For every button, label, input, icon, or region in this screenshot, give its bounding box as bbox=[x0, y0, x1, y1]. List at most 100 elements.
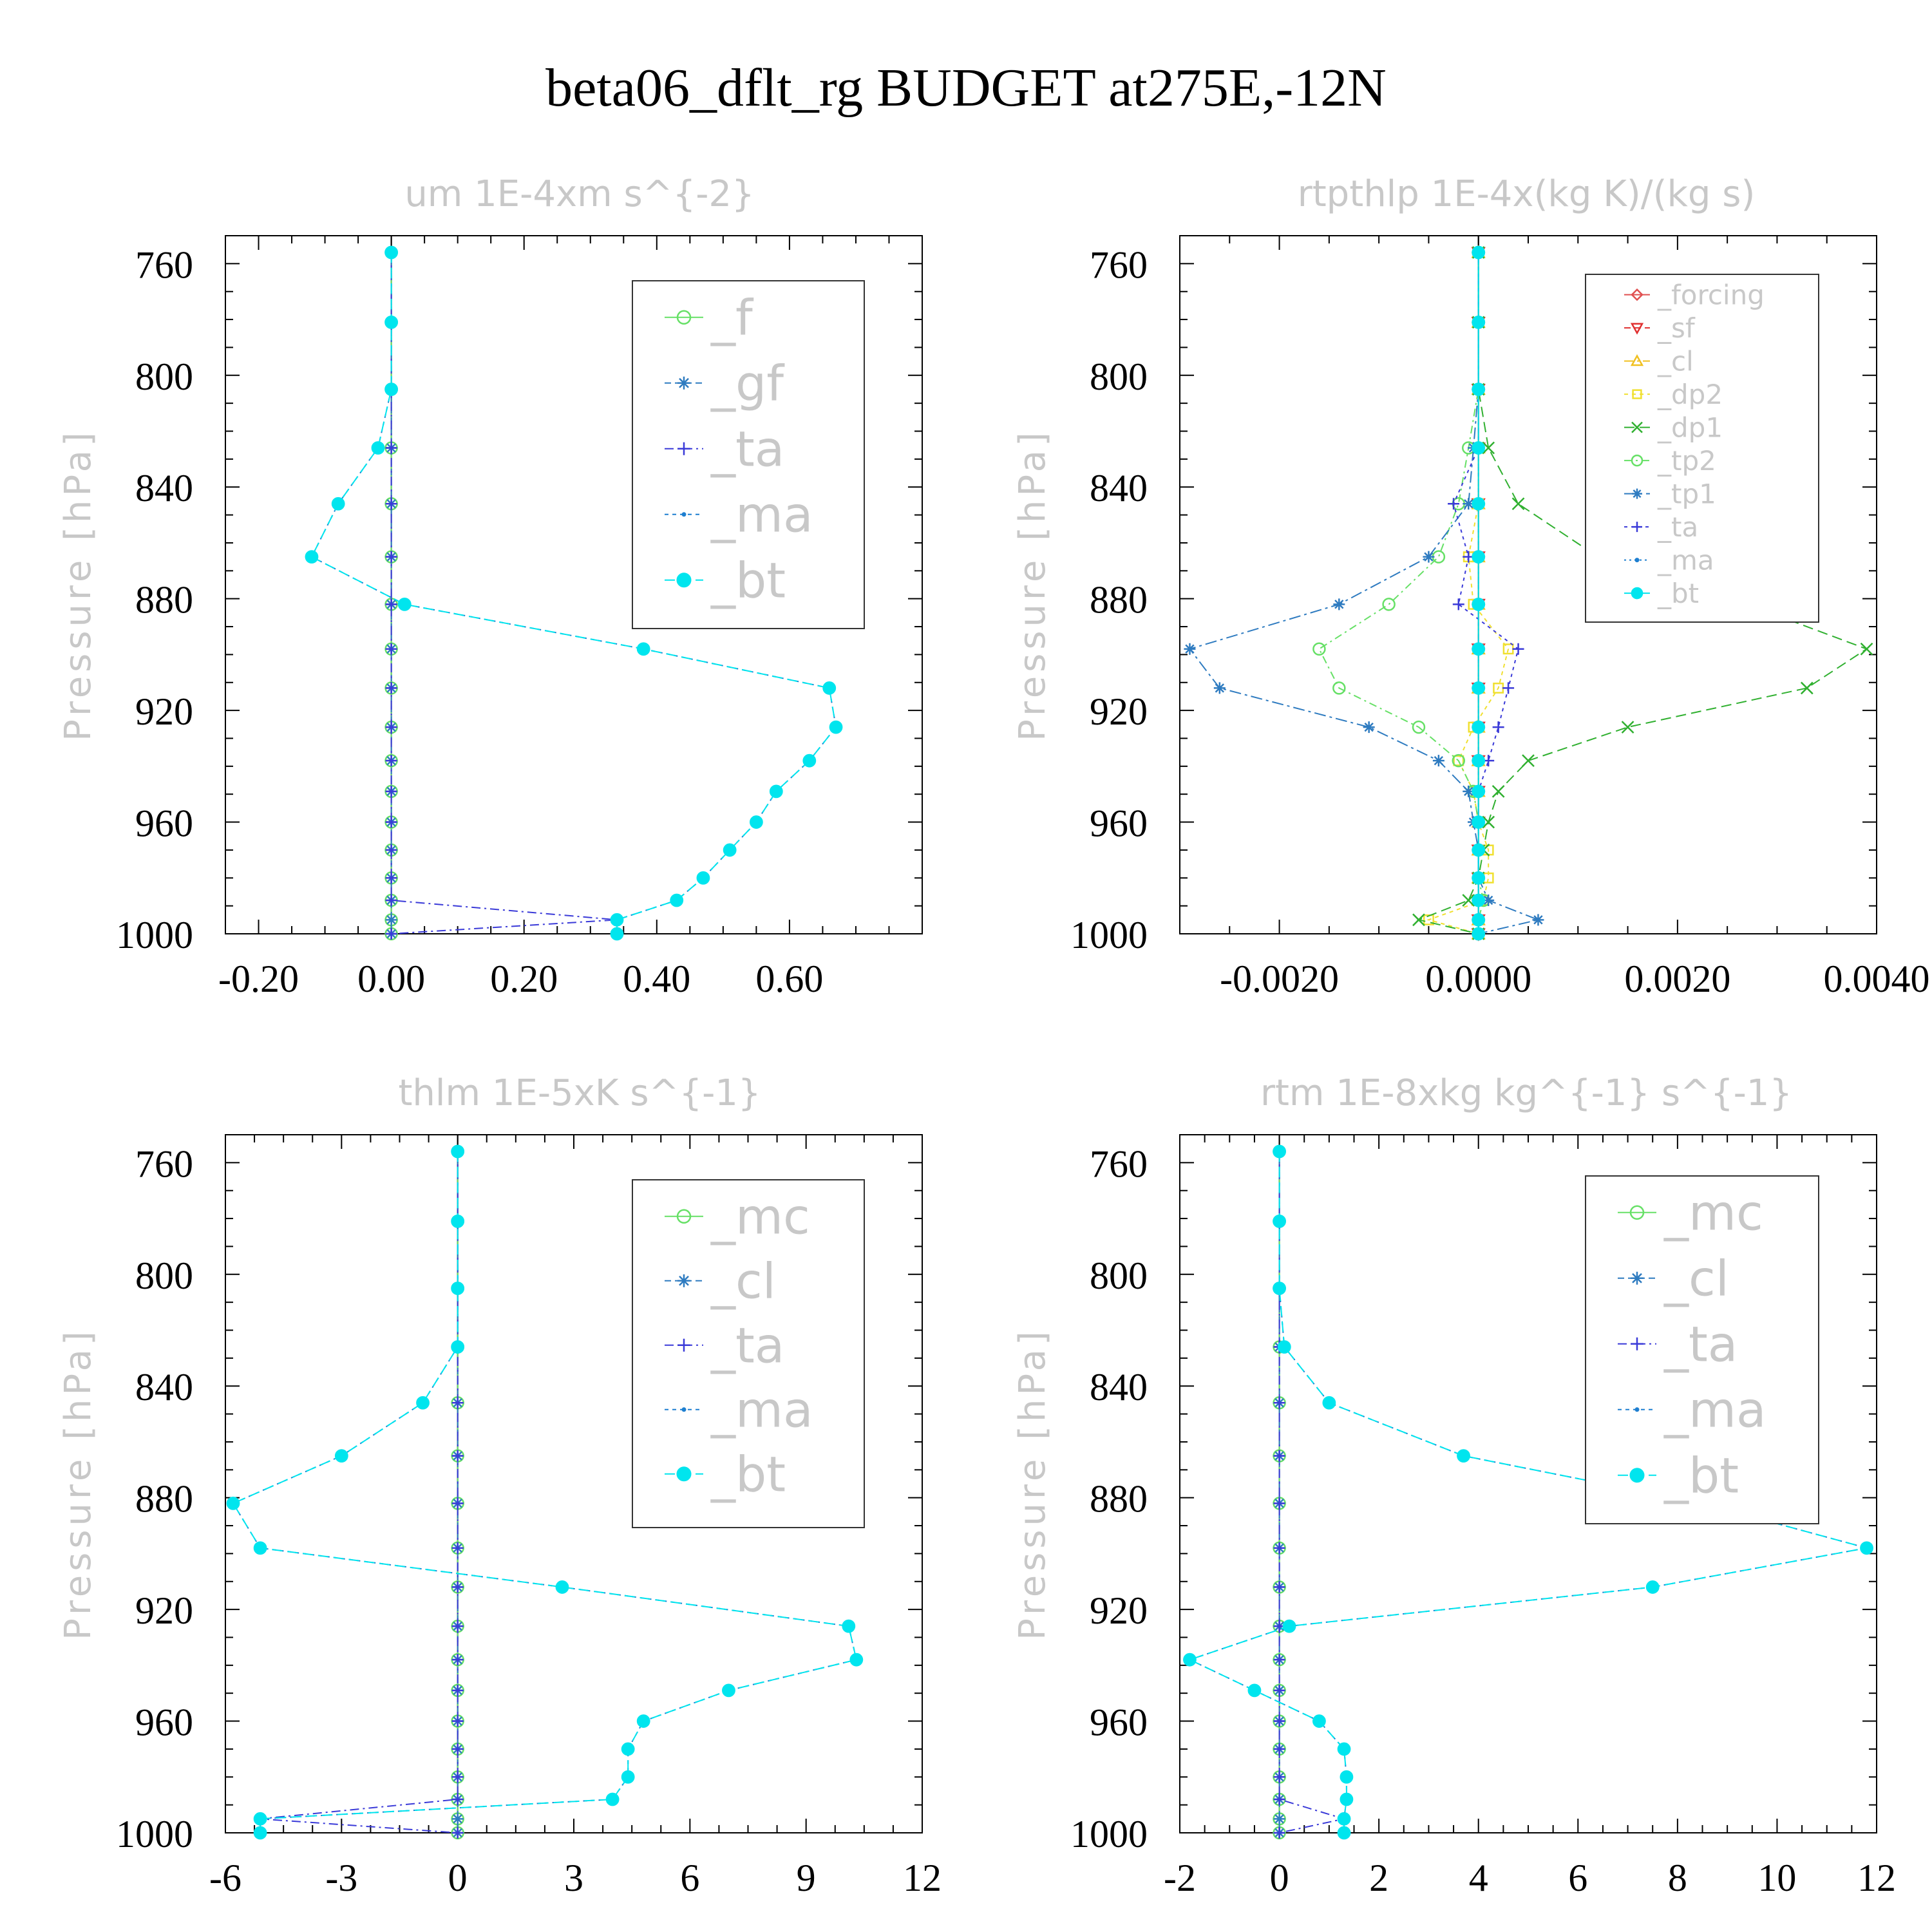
data-point bbox=[605, 1792, 620, 1806]
data-point bbox=[384, 316, 399, 329]
data-point bbox=[1448, 498, 1460, 510]
data-point bbox=[1337, 1742, 1351, 1756]
x-tick-label: 12 bbox=[903, 1857, 942, 1899]
y-tick-label: 840 bbox=[1090, 467, 1148, 509]
data-point bbox=[385, 914, 397, 926]
data-point bbox=[1462, 894, 1475, 907]
legend-swatch-marker bbox=[1631, 454, 1643, 467]
data-point bbox=[331, 497, 345, 511]
data-point bbox=[1472, 815, 1486, 829]
data-point bbox=[1532, 914, 1544, 926]
data-point bbox=[1432, 550, 1446, 564]
data-point bbox=[1273, 1793, 1285, 1805]
data-point bbox=[1273, 1715, 1285, 1727]
legend-entry: _ta bbox=[710, 420, 784, 477]
x-tick-label: 4 bbox=[1469, 1857, 1488, 1899]
x-tick-label: -3 bbox=[325, 1857, 357, 1899]
plot-frame bbox=[225, 235, 923, 934]
legend-entry: _f bbox=[710, 289, 754, 346]
legend-entry: _sf bbox=[1657, 312, 1696, 344]
data-point bbox=[1277, 1340, 1291, 1354]
data-point bbox=[1282, 1619, 1296, 1633]
series-ta bbox=[254, 1146, 464, 1839]
legend-swatch-marker bbox=[1630, 323, 1644, 335]
x-tick-label: 0 bbox=[1270, 1857, 1289, 1899]
data-point bbox=[385, 928, 397, 940]
data-point bbox=[1247, 1683, 1262, 1698]
x-tick-label: 0.0000 bbox=[1425, 958, 1531, 1000]
data-point bbox=[253, 1812, 267, 1826]
data-point bbox=[1312, 1714, 1326, 1728]
data-point bbox=[696, 871, 710, 885]
data-point bbox=[385, 872, 397, 884]
series-bt bbox=[1472, 245, 1486, 941]
data-point bbox=[1273, 1827, 1285, 1839]
legend-entry: _ma bbox=[1663, 1381, 1766, 1438]
data-point bbox=[1340, 1792, 1354, 1806]
data-point bbox=[1645, 1580, 1660, 1594]
legend-entry: _bt bbox=[1663, 1446, 1739, 1504]
series-bt bbox=[1183, 1144, 1873, 1840]
data-point bbox=[1412, 913, 1425, 927]
data-point bbox=[416, 1396, 430, 1410]
y-tick-label: 1000 bbox=[116, 1813, 193, 1855]
data-point bbox=[385, 844, 397, 856]
data-point bbox=[451, 1497, 464, 1510]
data-point bbox=[1472, 753, 1486, 768]
legend-entry: _dp1 bbox=[1657, 412, 1723, 443]
legend-entry: _tp1 bbox=[1657, 478, 1716, 509]
legend-box bbox=[1585, 274, 1819, 623]
legend: _mc _cl _ta _ma _bt bbox=[632, 1179, 865, 1528]
legend-entry: _cl bbox=[710, 1252, 776, 1309]
data-point bbox=[1337, 1812, 1351, 1826]
legend-entry: _forcing bbox=[1657, 279, 1765, 310]
data-point bbox=[451, 1654, 464, 1666]
legend: _forcing_sf_cl_dp2_dp1_tp2_tp1_ta_ma_bt bbox=[1585, 274, 1819, 623]
data-point bbox=[1273, 1282, 1286, 1295]
data-point bbox=[636, 642, 650, 656]
y-tick-label: 960 bbox=[1090, 802, 1148, 845]
data-point bbox=[1472, 784, 1486, 799]
data-point bbox=[1213, 682, 1226, 694]
data-point bbox=[1412, 720, 1426, 734]
data-point bbox=[1472, 927, 1486, 941]
data-point bbox=[1337, 1826, 1351, 1840]
data-point bbox=[1472, 913, 1486, 927]
data-point bbox=[384, 245, 399, 260]
data-point bbox=[1621, 721, 1634, 734]
data-point bbox=[749, 815, 763, 829]
data-point bbox=[1482, 815, 1495, 829]
panel-title: rtpthlp 1E-4x(kg K)/(kg s) bbox=[1298, 173, 1756, 215]
data-point bbox=[451, 1743, 464, 1755]
data-point bbox=[829, 720, 843, 734]
data-point bbox=[1472, 245, 1486, 260]
data-point bbox=[385, 598, 397, 611]
legend-entry: _ma bbox=[1657, 544, 1714, 576]
y-axis-label: Pressure [hPa] bbox=[1012, 1327, 1054, 1640]
y-tick-label: 760 bbox=[135, 243, 193, 286]
y-tick-label: 960 bbox=[1090, 1701, 1148, 1744]
data-point bbox=[610, 927, 624, 941]
legend-swatch-marker bbox=[1631, 421, 1643, 433]
y-tick-label: 840 bbox=[135, 1366, 193, 1408]
data-point bbox=[451, 1581, 464, 1593]
y-tick-label: 920 bbox=[135, 690, 193, 733]
panel-3: thlm 1E-5xK s^{-1} Pressure [hPa] -6 -3 0 3 6 9… bbox=[57, 1072, 942, 1899]
x-tick-label: -0.20 bbox=[218, 958, 299, 1000]
data-point bbox=[1472, 383, 1486, 396]
data-point bbox=[1472, 720, 1486, 734]
data-point bbox=[451, 1771, 464, 1783]
legend-swatch-marker bbox=[1631, 1271, 1643, 1285]
data-point bbox=[1273, 1542, 1285, 1554]
data-point bbox=[385, 498, 397, 510]
x-tick-label: 0.00 bbox=[357, 958, 425, 1000]
data-point bbox=[397, 597, 412, 611]
y-tick-label: 1000 bbox=[1070, 914, 1148, 956]
series-line bbox=[1426, 252, 1510, 934]
x-tick-label: 10 bbox=[1757, 1857, 1796, 1899]
data-point bbox=[1273, 1450, 1285, 1462]
legend-swatch-marker bbox=[1630, 354, 1644, 366]
panel-title: thlm 1E-5xK s^{-1} bbox=[398, 1072, 761, 1114]
y-tick-label: 880 bbox=[1090, 579, 1148, 621]
data-point bbox=[226, 1496, 240, 1510]
